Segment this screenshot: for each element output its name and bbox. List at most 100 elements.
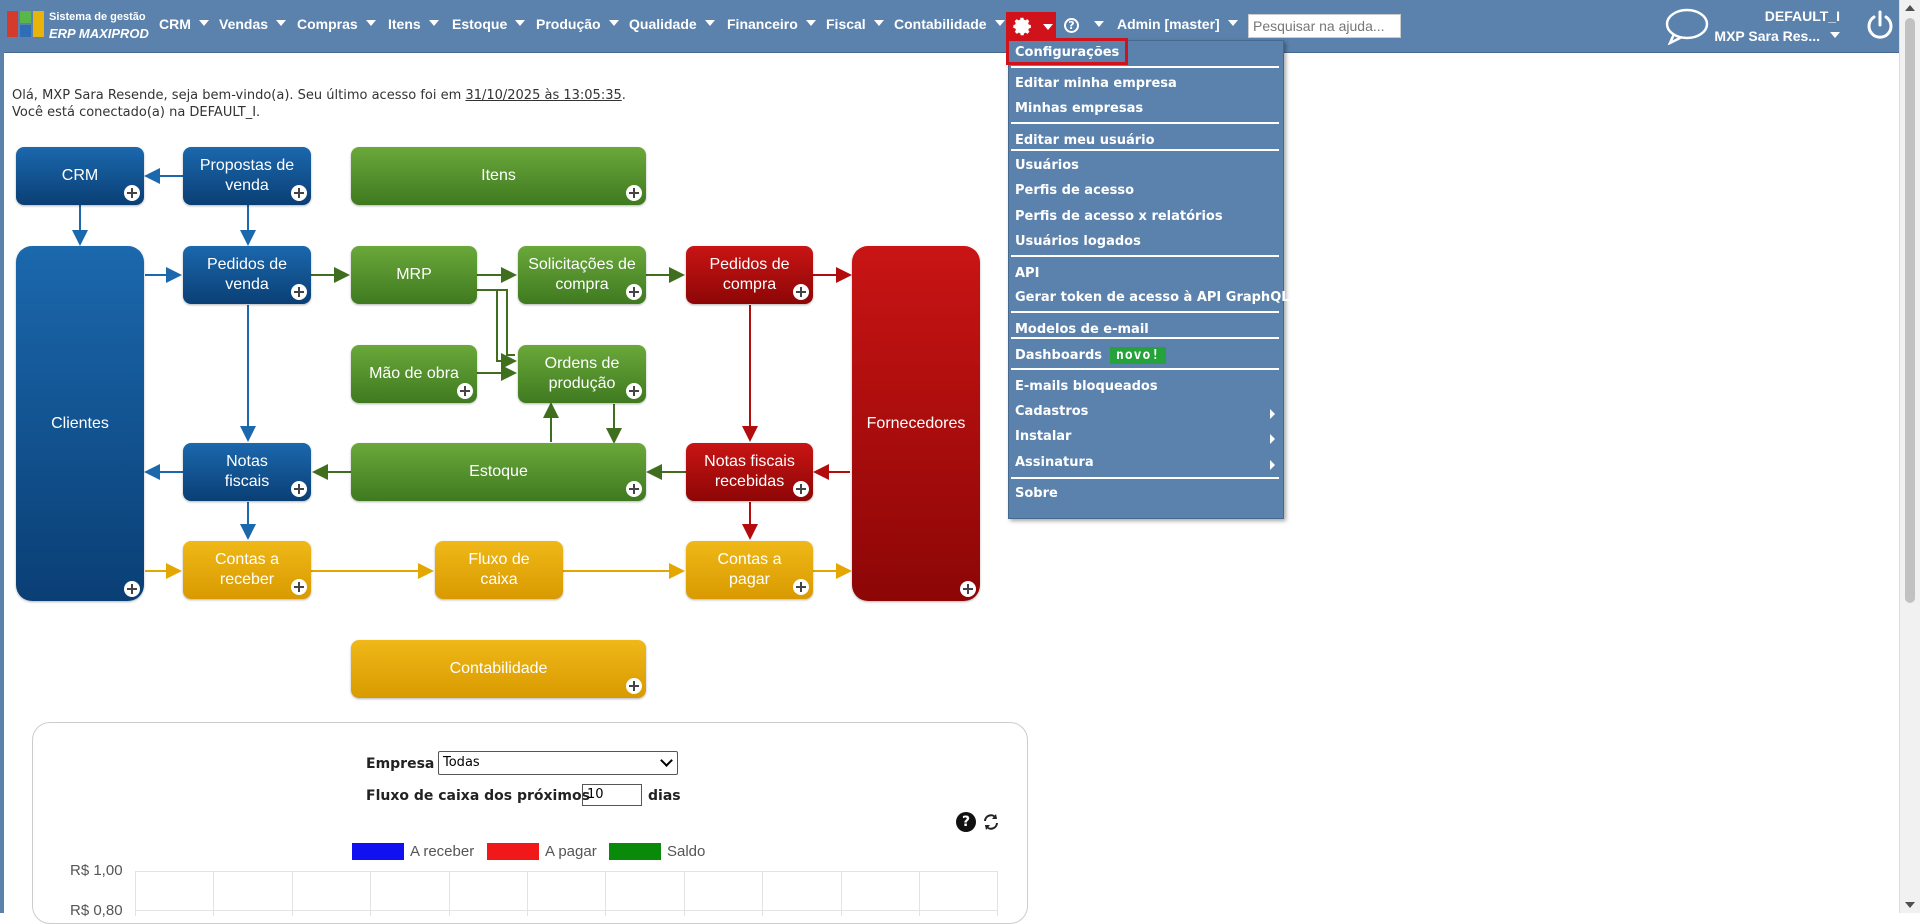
settings-menu-item[interactable]: Usuários (1015, 158, 1079, 173)
logo-subtitle: Sistema de gestão (49, 11, 146, 23)
days-input[interactable]: 10 (582, 784, 642, 806)
contas-receber-box[interactable]: Contas a receber (183, 541, 311, 599)
settings-menu-item-label: Usuários logados (1015, 234, 1141, 249)
y-axis-label-second: R$ 0,80 (70, 902, 123, 919)
notas-recebidas-box[interactable]: Notas fiscais recebidas (686, 443, 813, 501)
nav-vendas[interactable]: Vendas (219, 16, 287, 32)
clientes-box[interactable]: Clientes (16, 246, 144, 601)
nav-contabilidade[interactable]: Contabilidade (894, 16, 1005, 32)
solicitacoes-box[interactable]: Solicitações de compra (518, 246, 646, 304)
empresa-select[interactable]: Todas (438, 751, 678, 775)
settings-menu-item-label: Perfis de acesso x relatórios (1015, 209, 1223, 224)
help-button[interactable]: ? (1060, 16, 1104, 38)
crm-box[interactable]: CRM (16, 147, 144, 205)
chart-gridline (919, 871, 920, 916)
add-plus-icon[interactable] (793, 481, 809, 497)
propostas-box-label: venda (225, 177, 269, 194)
add-plus-icon[interactable] (291, 481, 307, 497)
fluxo-caixa-box[interactable]: Fluxo de caixa (435, 541, 563, 599)
add-plus-icon[interactable] (626, 383, 642, 399)
settings-menu-item-label: Usuários (1015, 158, 1079, 173)
add-plus-icon[interactable] (291, 185, 307, 201)
legend-swatch-receber (352, 843, 404, 860)
nav-qualidade[interactable]: Qualidade (629, 16, 715, 32)
settings-menu-item[interactable]: Gerar token de acesso à API GraphQL (1015, 290, 1290, 305)
nav-financeiro[interactable]: Financeiro (727, 16, 816, 32)
settings-menu-item[interactable]: Minhas empresas (1015, 101, 1143, 116)
nav-compras[interactable]: Compras (297, 16, 376, 32)
add-plus-icon[interactable] (291, 284, 307, 300)
scroll-down-icon[interactable] (1905, 902, 1915, 908)
refresh-button[interactable] (982, 812, 1000, 832)
mrp-box[interactable]: MRP (351, 246, 477, 304)
nav-fiscal-label: Fiscal (826, 16, 866, 32)
fornecedores-box[interactable]: Fornecedores (852, 246, 980, 601)
last-access-link[interactable]: 31/10/2025 às 13:05:35 (465, 88, 622, 103)
settings-menu-item[interactable]: Editar meu usuário (1015, 133, 1155, 148)
itens-box[interactable]: Itens (351, 147, 646, 205)
chat-button[interactable] (1664, 7, 1710, 46)
settings-menu-item[interactable]: Usuários logados (1015, 234, 1141, 249)
question-icon: ? (961, 814, 971, 830)
admin-menu[interactable]: Admin [master] (1117, 16, 1238, 32)
chart-gridline (135, 871, 136, 916)
nav-crm[interactable]: CRM (159, 16, 209, 32)
add-plus-icon[interactable] (124, 581, 140, 597)
settings-menu-item-label: E-mails bloqueados (1015, 379, 1158, 394)
settings-menu-item-label: Gerar token de acesso à API GraphQL (1015, 290, 1290, 305)
settings-menu-item[interactable]: Dashboards novo! (1015, 347, 1167, 364)
settings-menu-item[interactable]: Configurações (1015, 45, 1119, 60)
settings-menu-item[interactable]: E-mails bloqueados (1015, 379, 1158, 394)
nav-estoque[interactable]: Estoque (452, 16, 526, 32)
settings-menu-item[interactable]: Instalar (1015, 429, 1071, 444)
scroll-thumb[interactable] (1905, 18, 1915, 603)
help-circle-button[interactable]: ? (956, 812, 976, 832)
contabilidade-box[interactable]: Contabilidade (351, 640, 646, 698)
pedidos-compra-box[interactable]: Pedidos de compra (686, 246, 813, 304)
add-plus-icon[interactable] (793, 579, 809, 595)
pedidos-venda-box[interactable]: Pedidos de venda (183, 246, 311, 304)
erp-logo[interactable]: Sistema de gestão ERP MAXIPROD (7, 9, 149, 43)
nav-fiscal[interactable]: Fiscal (826, 16, 884, 32)
refresh-icon (984, 814, 998, 830)
settings-menu-item[interactable]: Assinatura (1015, 455, 1094, 470)
scroll-up-icon[interactable] (1905, 5, 1915, 11)
contas-pagar-box[interactable]: Contas a pagar (686, 541, 813, 599)
add-plus-icon[interactable] (626, 481, 642, 497)
top-navigation-bar: Sistema de gestão ERP MAXIPROD CRM Venda… (0, 0, 1900, 53)
add-plus-icon[interactable] (626, 678, 642, 694)
welcome-message: Olá, MXP Sara Resende, seja bem-vindo(a)… (12, 87, 626, 121)
settings-menu-item[interactable]: Perfis de acesso x relatórios (1015, 209, 1223, 224)
add-plus-icon[interactable] (626, 185, 642, 201)
add-plus-icon[interactable] (960, 581, 976, 597)
ordens-producao-box[interactable]: Ordens de produção (518, 345, 646, 403)
add-plus-icon[interactable] (291, 579, 307, 595)
settings-menu-item[interactable]: Sobre (1015, 486, 1058, 501)
logout-button[interactable] (1866, 10, 1894, 40)
add-plus-icon[interactable] (626, 284, 642, 300)
help-search-input[interactable] (1248, 14, 1401, 38)
nav-producao[interactable]: Produção (536, 16, 619, 32)
notas-fiscais-box[interactable]: Notas fiscais (183, 443, 311, 501)
settings-menu-item[interactable]: API (1015, 266, 1039, 281)
settings-button[interactable] (1006, 12, 1056, 39)
settings-menu-item[interactable]: Cadastros (1015, 404, 1088, 419)
contas-pagar-box-label: pagar (729, 571, 770, 588)
user-name: MXP Sara Res... (1714, 28, 1820, 44)
chevron-right-icon (1270, 460, 1275, 470)
empresa-select-value: Todas (443, 755, 480, 770)
settings-menu-item[interactable]: Editar minha empresa (1015, 76, 1177, 91)
chart-gridline (135, 910, 997, 911)
add-plus-icon[interactable] (793, 284, 809, 300)
add-plus-icon[interactable] (457, 383, 473, 399)
propostas-box[interactable]: Propostas de venda (183, 147, 311, 205)
ordens-producao-box-label: Ordens de (544, 355, 620, 372)
estoque-box[interactable]: Estoque (351, 443, 646, 501)
add-plus-icon[interactable] (124, 185, 140, 201)
mao-de-obra-box[interactable]: Mão de obra (351, 345, 477, 403)
user-info[interactable]: DEFAULT_I MXP Sara Res... (1714, 8, 1840, 44)
settings-menu-item[interactable]: Perfis de acesso (1015, 183, 1134, 198)
vertical-scrollbar[interactable] (1899, 0, 1920, 913)
settings-menu-item[interactable]: Modelos de e-mail (1015, 322, 1149, 337)
nav-itens[interactable]: Itens (388, 16, 439, 32)
